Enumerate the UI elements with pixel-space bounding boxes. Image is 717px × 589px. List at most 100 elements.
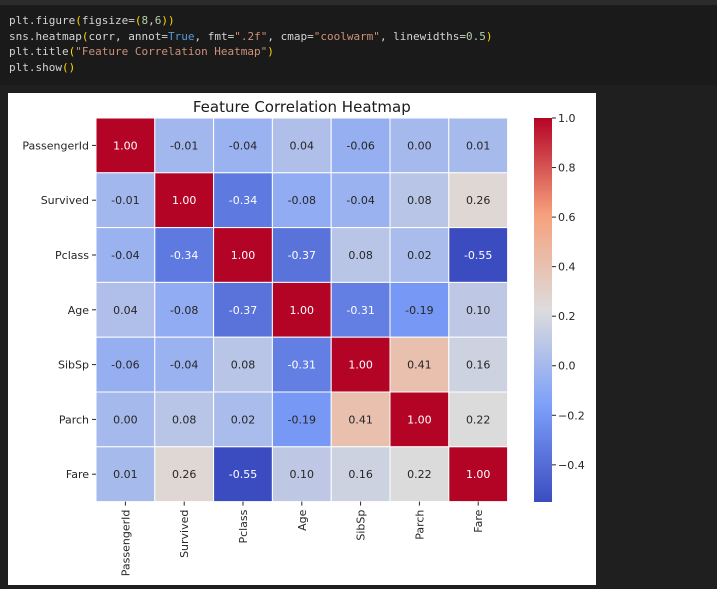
colorbar-tick-label: 0.2 [558,310,576,323]
cell-value-label: 1.00 [466,468,491,481]
cell-value-label: -0.08 [288,194,316,207]
col-tick-label: Fare [472,509,485,532]
heatmap-cell [95,281,156,338]
heatmap-cell [213,281,273,338]
cell-value-label: 0.16 [348,468,373,481]
col-tick-label: SibSp [355,510,368,541]
cell-value-label: -0.08 [170,304,198,317]
colorbar-tick-label: −0.4 [558,459,585,472]
cell-value-label: 0.08 [231,359,256,372]
chart-title: Feature Correlation Heatmap [193,98,411,116]
heatmap-cell [271,172,332,229]
cell-value-label: 1.00 [231,249,256,262]
col-tick-label: Age [296,509,309,531]
heatmap-cell [271,227,332,283]
cell-value-label: 0.04 [290,139,315,152]
heatmap-cell [154,446,215,503]
row-tick-label: Parch [59,413,89,426]
cell-value-label: 0.26 [172,468,197,481]
heatmap-cell [330,172,391,229]
cell-value-label: 1.00 [290,304,315,317]
cell-value-label: 0.00 [407,139,432,152]
cell-value-label: -0.04 [170,359,198,372]
heatmap-cell [389,172,450,229]
cell-value-label: -0.06 [111,359,139,372]
colorbar-tick-label: 0.8 [558,162,576,175]
cell-value-label: 0.01 [466,139,491,152]
cell-value-label: 0.22 [407,468,432,481]
cell-value-label: -0.04 [229,139,257,152]
cell-value-label: 0.08 [172,413,197,426]
col-tick-label: Survived [178,510,191,558]
heatmap-cell [213,117,273,174]
cell-value-label: -0.06 [346,139,374,152]
heatmap-cell [448,446,509,503]
code-line: sns.heatmap(corr, annot=True, fmt=".2f",… [9,30,493,43]
heatmap-cell [95,336,156,393]
row-tick-label: Age [68,304,90,317]
heatmap-figure: Feature Correlation Heatmap 1.00 -0.01 -0.0… [8,93,596,585]
cell-value-label: 0.04 [113,304,138,317]
cell-value-label: -0.19 [288,413,316,426]
cell-value-label: 0.10 [466,304,491,317]
heatmap-cell [154,391,215,448]
col-tick-label: Pclass [237,509,250,543]
heatmap-cell [448,227,509,283]
heatmap-cell [389,117,450,174]
heatmap-cell [271,446,332,503]
cell-value-label: 0.22 [466,413,491,426]
colorbar-tick-label: 0.0 [558,360,576,373]
cell-value-label: -0.31 [288,359,316,372]
heatmap-cell [389,227,450,283]
colorbar-tick-label: −0.2 [558,409,585,422]
cell-value-label: -0.04 [346,194,374,207]
colorbar-tick-label: 1.0 [558,112,576,125]
cell-value-label: -0.55 [229,468,257,481]
cell-value-label: 0.00 [113,413,138,426]
cell-value-label: -0.34 [229,194,257,207]
colorbar-tick-label: 0.6 [558,211,576,224]
cell-value-label: 0.16 [466,359,491,372]
cell-value-label: -0.01 [170,139,198,152]
heatmap-cell [95,446,156,503]
heatmap-cell [330,281,391,338]
heatmap-cell [389,446,450,503]
cell-value-label: -0.01 [111,194,139,207]
cell-value-label: 0.41 [407,359,432,372]
row-tick-label: Fare [66,468,89,481]
colorbar [534,118,552,502]
cell-value-label: 0.41 [348,413,373,426]
heatmap-cell [389,336,450,393]
cell-value-label: -0.55 [464,249,492,262]
heatmap-cell [448,391,509,448]
code-line: plt.title("Feature Correlation Heatmap") [9,45,274,58]
cell-value-label: 1.00 [172,194,197,207]
row-tick-label: Pclass [55,249,89,262]
heatmap-cell [448,281,509,338]
cell-value-label: 0.08 [348,249,373,262]
code-cell[interactable]: plt.figure(figsize=(8,6)) sns.heatmap(co… [0,5,717,85]
row-tick-label: SibSp [58,359,89,372]
heatmap-cell [330,391,391,448]
heatmap-cell [330,227,391,283]
heatmap-cell [448,172,509,229]
cell-value-label: 1.00 [113,139,138,152]
cell-value-label: 0.08 [407,194,432,207]
cell-value-label: 0.26 [466,194,491,207]
cell-value-label: -0.34 [170,249,198,262]
heatmap-cell [213,391,273,448]
heatmap-chart: Feature Correlation Heatmap 1.00 -0.01 -0.0… [22,98,585,576]
window-top-strip [0,0,717,5]
heatmap-cell [271,391,332,448]
cell-value-label: 0.10 [290,468,315,481]
code-line: plt.figure(figsize=(8,6)) [9,14,175,27]
heatmap-cell [448,336,509,393]
row-tick-label: Survived [41,194,89,207]
cell-value-label: 1.00 [348,359,373,372]
cell-value-label: -0.19 [405,304,433,317]
heatmap-cell [271,117,332,174]
cell-value-label: -0.37 [229,304,257,317]
cell-value-label: 1.00 [407,413,432,426]
col-tick-label: Parch [413,510,426,540]
heatmap-cell [95,117,156,174]
